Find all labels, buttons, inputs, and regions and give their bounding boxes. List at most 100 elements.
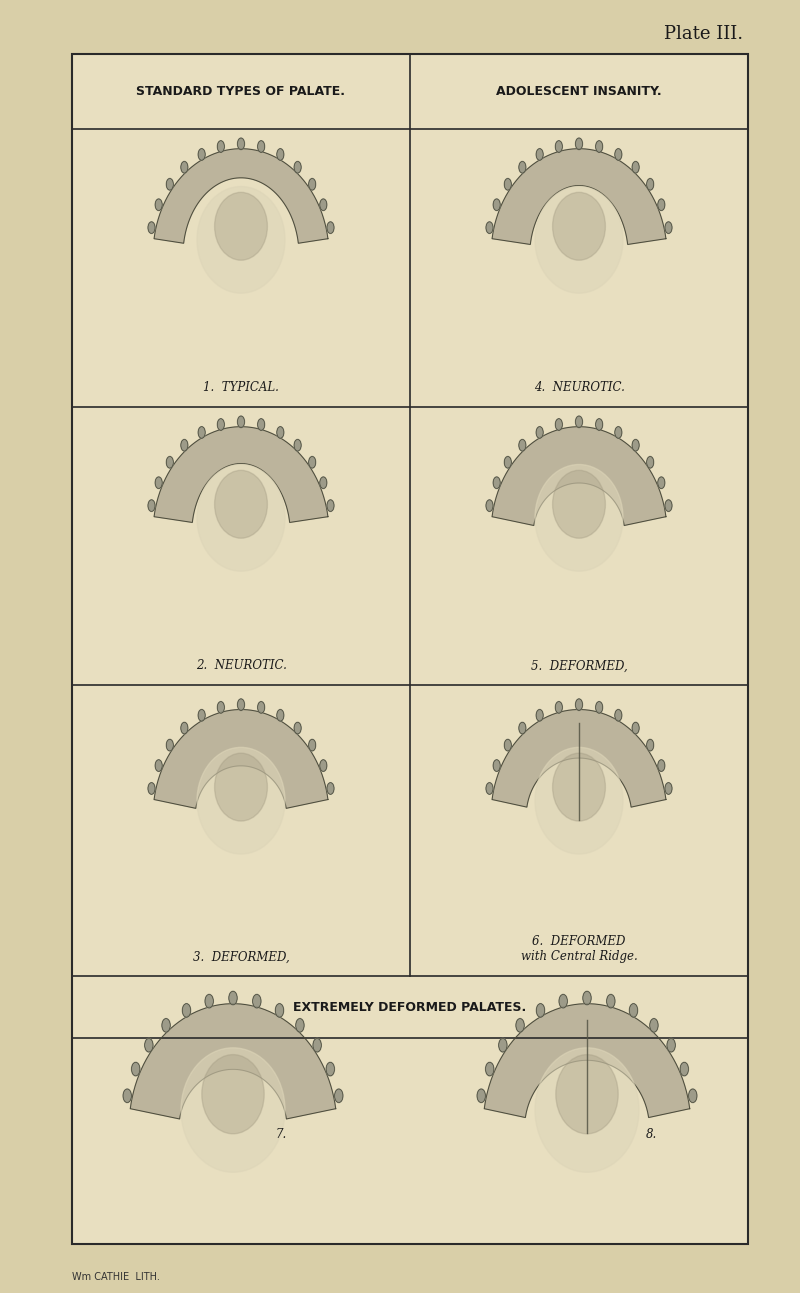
- Ellipse shape: [218, 141, 224, 153]
- Ellipse shape: [327, 500, 334, 512]
- Ellipse shape: [275, 1003, 284, 1018]
- Ellipse shape: [535, 747, 623, 855]
- Text: 5.  DEFORMED,: 5. DEFORMED,: [530, 659, 627, 672]
- Ellipse shape: [294, 162, 301, 173]
- Ellipse shape: [145, 1038, 153, 1053]
- Ellipse shape: [148, 782, 155, 794]
- Ellipse shape: [632, 162, 639, 173]
- Ellipse shape: [327, 222, 334, 234]
- Ellipse shape: [155, 477, 162, 489]
- Ellipse shape: [205, 994, 214, 1009]
- Ellipse shape: [238, 416, 245, 428]
- Ellipse shape: [294, 723, 301, 734]
- Ellipse shape: [320, 477, 327, 489]
- Ellipse shape: [197, 464, 285, 572]
- Ellipse shape: [229, 992, 237, 1005]
- Ellipse shape: [131, 1063, 140, 1076]
- Ellipse shape: [320, 199, 327, 211]
- Polygon shape: [492, 710, 666, 807]
- Ellipse shape: [477, 1089, 486, 1103]
- Text: ADOLESCENT INSANITY.: ADOLESCENT INSANITY.: [496, 85, 662, 98]
- Ellipse shape: [493, 760, 500, 772]
- Ellipse shape: [555, 702, 562, 714]
- Polygon shape: [492, 149, 666, 244]
- Ellipse shape: [555, 141, 562, 153]
- Ellipse shape: [556, 1055, 618, 1134]
- Ellipse shape: [214, 193, 267, 260]
- Ellipse shape: [553, 753, 606, 821]
- Text: 2.  NEUROTIC.: 2. NEUROTIC.: [195, 659, 286, 672]
- Ellipse shape: [218, 702, 224, 714]
- Ellipse shape: [214, 753, 267, 821]
- Ellipse shape: [166, 740, 174, 751]
- Ellipse shape: [615, 149, 622, 160]
- Ellipse shape: [294, 440, 301, 451]
- Text: 3.  DEFORMED,: 3. DEFORMED,: [193, 950, 290, 963]
- Text: 8.: 8.: [646, 1127, 657, 1142]
- Ellipse shape: [198, 427, 205, 438]
- Ellipse shape: [646, 178, 654, 190]
- Ellipse shape: [665, 782, 672, 794]
- Ellipse shape: [596, 702, 602, 714]
- Ellipse shape: [519, 440, 526, 451]
- Ellipse shape: [632, 440, 639, 451]
- Ellipse shape: [553, 193, 606, 260]
- Ellipse shape: [535, 186, 623, 294]
- Ellipse shape: [504, 456, 511, 468]
- Ellipse shape: [238, 698, 245, 711]
- Ellipse shape: [536, 1003, 545, 1018]
- Ellipse shape: [519, 723, 526, 734]
- Ellipse shape: [327, 782, 334, 794]
- Ellipse shape: [680, 1063, 689, 1076]
- Ellipse shape: [630, 1003, 638, 1018]
- Ellipse shape: [665, 222, 672, 234]
- Ellipse shape: [615, 710, 622, 721]
- Ellipse shape: [155, 199, 162, 211]
- Ellipse shape: [148, 500, 155, 512]
- Ellipse shape: [519, 162, 526, 173]
- Ellipse shape: [313, 1038, 322, 1053]
- Ellipse shape: [198, 149, 205, 160]
- Ellipse shape: [181, 162, 188, 173]
- Ellipse shape: [162, 1019, 170, 1032]
- Ellipse shape: [123, 1089, 131, 1103]
- Ellipse shape: [504, 740, 511, 751]
- Ellipse shape: [296, 1019, 304, 1032]
- Ellipse shape: [218, 419, 224, 431]
- Text: Plate III.: Plate III.: [665, 25, 743, 43]
- Text: EXTREMELY DEFORMED PALATES.: EXTREMELY DEFORMED PALATES.: [294, 1001, 526, 1014]
- Polygon shape: [484, 1003, 690, 1117]
- Ellipse shape: [277, 149, 284, 160]
- Text: 1.  TYPICAL.: 1. TYPICAL.: [203, 381, 279, 394]
- Ellipse shape: [658, 760, 665, 772]
- Ellipse shape: [309, 456, 316, 468]
- Ellipse shape: [214, 471, 267, 538]
- Ellipse shape: [493, 477, 500, 489]
- Polygon shape: [130, 1003, 336, 1118]
- Ellipse shape: [535, 464, 623, 572]
- Ellipse shape: [516, 1019, 524, 1032]
- Ellipse shape: [498, 1038, 507, 1053]
- Ellipse shape: [198, 710, 205, 721]
- Ellipse shape: [197, 747, 285, 855]
- Ellipse shape: [646, 740, 654, 751]
- Bar: [72, 54, 748, 1244]
- Ellipse shape: [665, 500, 672, 512]
- Ellipse shape: [253, 994, 261, 1009]
- Ellipse shape: [658, 199, 665, 211]
- Ellipse shape: [258, 141, 265, 153]
- Ellipse shape: [689, 1089, 697, 1103]
- Text: STANDARD TYPES OF PALATE.: STANDARD TYPES OF PALATE.: [137, 85, 346, 98]
- Ellipse shape: [181, 723, 188, 734]
- Ellipse shape: [536, 427, 543, 438]
- Ellipse shape: [650, 1019, 658, 1032]
- Ellipse shape: [583, 992, 591, 1005]
- Ellipse shape: [536, 149, 543, 160]
- Text: 7.: 7.: [275, 1127, 286, 1142]
- Text: 4.  NEUROTIC.: 4. NEUROTIC.: [534, 381, 625, 394]
- Ellipse shape: [277, 710, 284, 721]
- Text: 6.  DEFORMED
with Central Ridge.: 6. DEFORMED with Central Ridge.: [521, 935, 638, 963]
- Ellipse shape: [238, 138, 245, 150]
- Ellipse shape: [555, 419, 562, 431]
- Ellipse shape: [166, 456, 174, 468]
